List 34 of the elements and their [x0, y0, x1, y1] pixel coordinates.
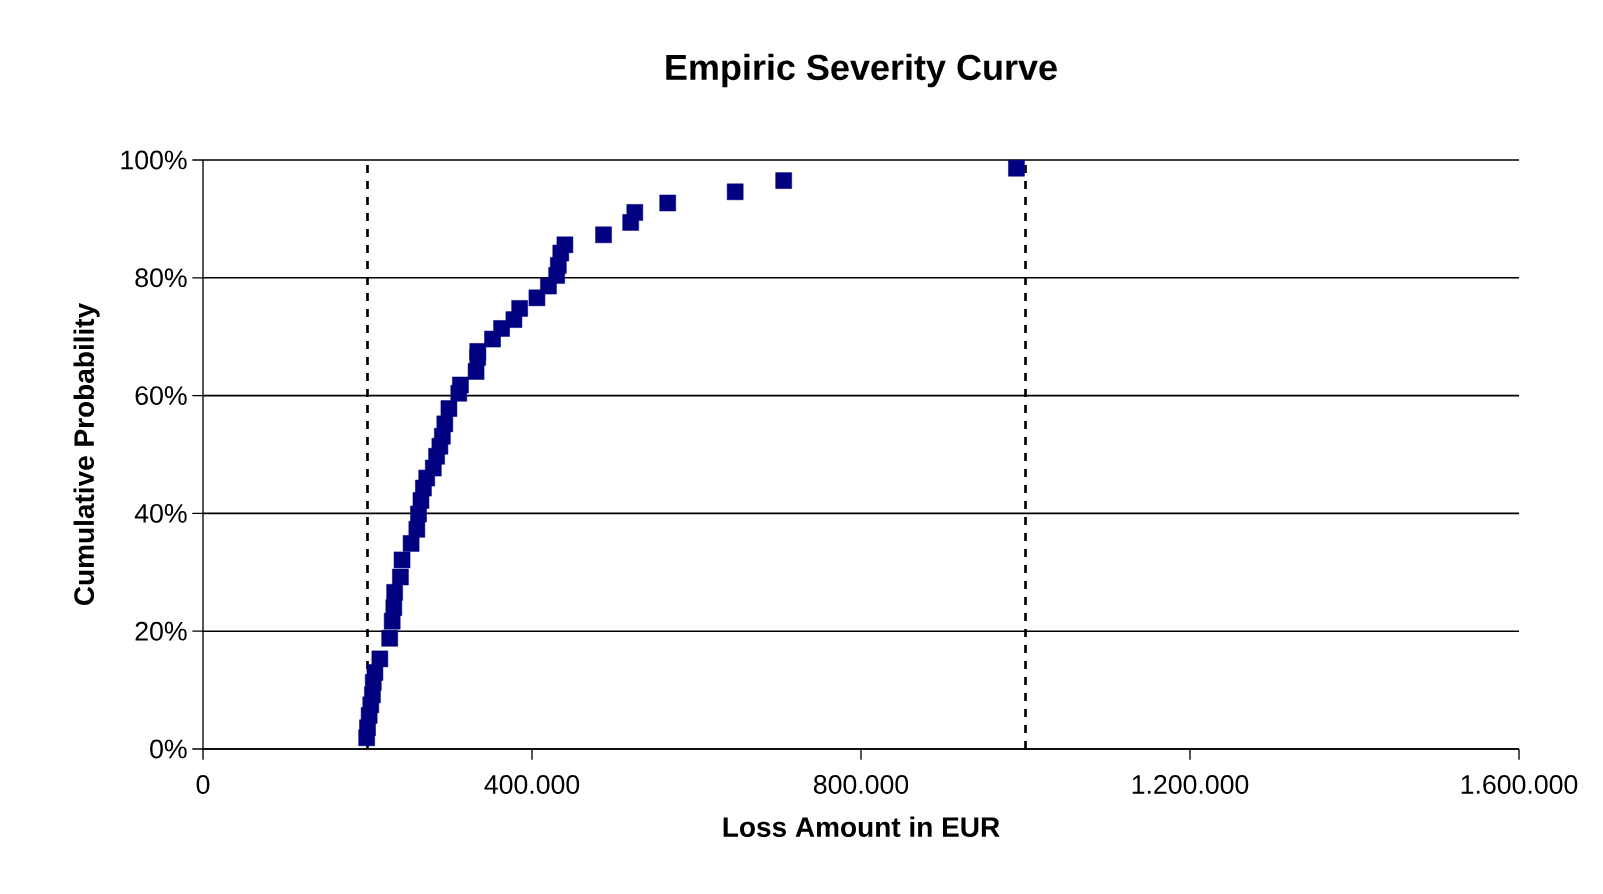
point — [1008, 159, 1025, 177]
point — [556, 236, 574, 254]
y-tick-label: 0% — [150, 739, 187, 759]
point — [385, 599, 403, 616]
y-tick-label: 40% — [134, 503, 187, 523]
x-tick-label: 800.000 — [813, 775, 909, 794]
x-tick-label: 400.000 — [484, 775, 580, 794]
point — [371, 650, 389, 668]
point — [408, 521, 426, 538]
point — [452, 376, 469, 394]
point — [386, 584, 403, 601]
point — [626, 204, 644, 221]
chart-title: Empiric Severity Curve — [666, 53, 1057, 88]
point — [511, 300, 528, 317]
point — [469, 343, 486, 360]
y-tick-label: 80% — [135, 268, 187, 288]
point — [775, 172, 792, 189]
point — [595, 226, 612, 244]
x-tick-label: 0 — [196, 775, 210, 794]
point — [436, 415, 454, 433]
point — [528, 289, 546, 307]
x-tick-label: 1.600.000 — [1461, 775, 1578, 794]
x-tick-label: 1.200.000 — [1132, 775, 1249, 794]
y-tick-label: 20% — [135, 621, 187, 641]
point — [381, 630, 398, 647]
point — [440, 400, 458, 417]
y-tick-label: 100% — [121, 150, 187, 170]
y-tick-label: 60% — [135, 386, 187, 406]
point — [392, 568, 409, 586]
y-axis-title: Cumulative Probability — [73, 302, 100, 606]
point — [726, 183, 744, 201]
point — [393, 551, 411, 569]
x-axis-title: Loss Amount in EUR — [723, 816, 1000, 837]
point — [659, 194, 676, 212]
